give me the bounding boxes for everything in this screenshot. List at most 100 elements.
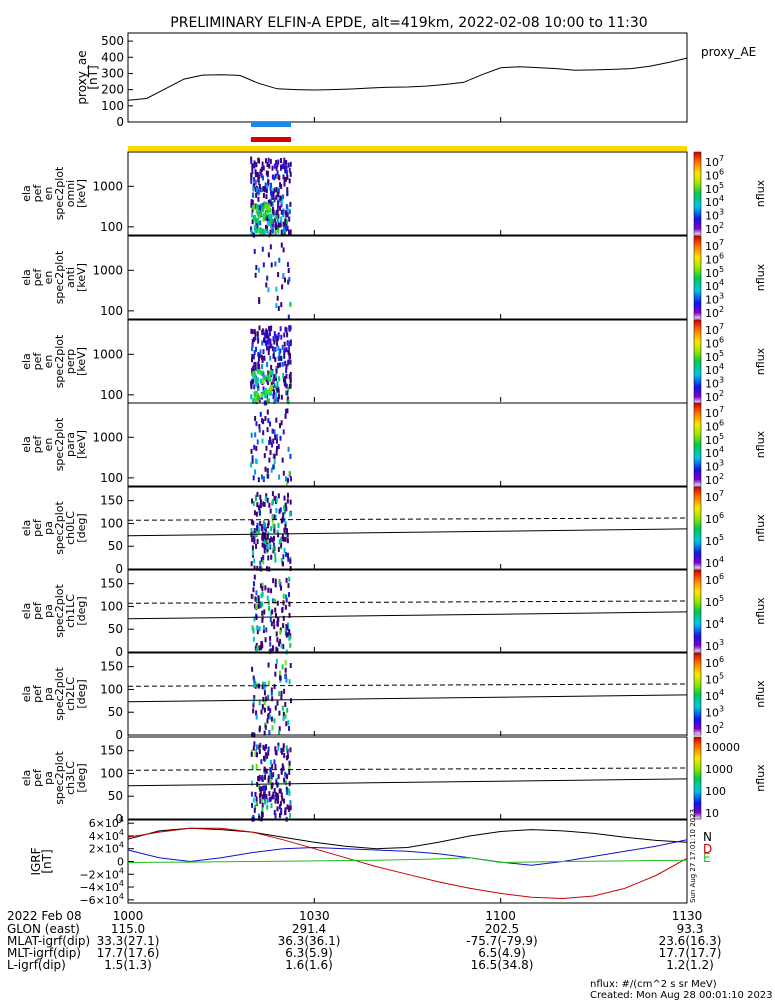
pitch-angle-pixel xyxy=(272,542,275,548)
spectrogram-pixel xyxy=(277,305,280,311)
pitch-angle-colorbar-swatch xyxy=(694,534,701,537)
pitch-angle-pixel xyxy=(265,744,268,750)
spectrogram-pixel xyxy=(264,416,267,422)
pitch-angle-pixel xyxy=(267,746,270,752)
spectrogram-colorbar-swatch xyxy=(694,359,701,362)
spectrogram-colorbar-swatch xyxy=(694,322,701,325)
pitch-angle-pixel xyxy=(274,705,277,711)
pitch-angle-pixel xyxy=(279,639,282,645)
spectrogram-colorbar-swatch xyxy=(694,463,701,466)
spectrogram-pixel xyxy=(263,355,266,361)
pitch-angle-colorbar-swatch xyxy=(694,691,701,695)
spectrogram-pixel xyxy=(287,314,290,320)
spectrogram-pixel xyxy=(262,193,265,199)
spectrogram-pixel xyxy=(287,162,290,168)
spectrogram-colorbar-swatch xyxy=(694,448,701,452)
spectrogram-pixel xyxy=(288,383,291,389)
spectrogram-pixel xyxy=(271,222,274,228)
spectrogram-pixel xyxy=(268,421,271,427)
pitch-angle-pixel xyxy=(256,522,259,528)
pitch-angle-pixel xyxy=(258,645,261,651)
anti-loss-cone-line xyxy=(127,767,688,771)
pitch-angle-colorbar-swatch xyxy=(694,606,701,610)
pitch-angle-colorbar-swatch xyxy=(694,645,701,649)
spectrogram-pixel xyxy=(277,200,280,206)
pitch-angle-pixel xyxy=(263,707,266,713)
spectrogram-pixel xyxy=(265,209,269,215)
spectrogram-colorbar-swatch xyxy=(694,195,701,199)
spectrogram-pixel xyxy=(277,159,280,165)
spectrogram-pixel xyxy=(260,474,263,480)
pitch-angle-colorbar-swatch xyxy=(694,790,701,793)
pitch-angle-pixel xyxy=(273,528,276,534)
pitch-angle-colorbar-swatch xyxy=(694,778,701,781)
pitch-angle-colorbar-swatch xyxy=(694,653,701,656)
spectrogram-colorbar-tick: 104 xyxy=(705,194,724,209)
spectrogram-pixel xyxy=(259,187,262,193)
spectrogram-pixel xyxy=(277,355,280,361)
pitch-angle-colorbar-swatch xyxy=(694,814,701,818)
pitch-angle-colorbar-swatch xyxy=(694,657,701,660)
spectrogram-pixel xyxy=(288,276,291,282)
pitch-angle-colorbar-swatch xyxy=(694,560,701,564)
pitch-angle-colorbar-swatch xyxy=(694,753,701,756)
pitch-angle-pixel xyxy=(265,768,268,774)
spectrogram-pixel xyxy=(250,159,253,165)
spectrogram-pixel xyxy=(251,200,254,206)
spectrogram-pixel xyxy=(282,226,285,232)
ephemeris-value: 1.6(1.6) xyxy=(285,958,333,972)
spectrogram-pixel xyxy=(275,376,278,382)
pitch-angle-pixel xyxy=(270,783,273,789)
pitch-angle-pixel xyxy=(274,671,277,677)
ephemeris-row-label: GLON (east) xyxy=(7,922,80,936)
spectrogram-colorbar-swatch xyxy=(694,230,701,234)
pitch-angle-pixel xyxy=(276,529,279,535)
pitch-angle-colorbar-swatch xyxy=(694,788,701,791)
pitch-angle-pixel xyxy=(277,745,280,751)
pitch-angle-colorbar-swatch xyxy=(694,542,701,545)
pitch-angle-colorbar-swatch xyxy=(694,515,701,519)
spectrogram-pixel xyxy=(266,345,269,351)
pitch-angle-colorbar-swatch xyxy=(694,765,701,769)
pitch-angle-ytick-label: 0 xyxy=(115,645,123,659)
spectrogram-colorbar-tick: 104 xyxy=(705,445,724,460)
spectrogram-pixel xyxy=(282,470,285,476)
spectrogram-colorbar-swatch xyxy=(694,232,701,236)
spectrogram-pixel xyxy=(270,382,273,388)
spectrogram-pixel xyxy=(257,213,261,219)
pitch-angle-pixel xyxy=(253,533,256,539)
loss-cone-line xyxy=(127,528,688,537)
pitch-angle-pixel xyxy=(271,763,274,769)
spectrogram-pixel xyxy=(250,448,253,454)
spectrogram-colorbar-swatch xyxy=(694,160,701,163)
spectrogram-pixel xyxy=(275,446,278,452)
spectrogram-colorbar-swatch xyxy=(694,260,701,264)
spectrogram-colorbar-swatch xyxy=(694,427,701,431)
spectrogram-pixel xyxy=(254,364,257,370)
spectrogram-pixel xyxy=(251,378,254,384)
spectrogram-pixel xyxy=(289,171,292,177)
pitch-angle-pixel xyxy=(285,721,288,727)
pitch-angle-pixel xyxy=(254,752,257,758)
spectrogram-pixel xyxy=(289,325,292,331)
spectrogram-colorbar-swatch xyxy=(694,193,701,197)
pitch-angle-colorbar-swatch xyxy=(694,600,701,604)
spectrogram-pixel xyxy=(271,165,274,171)
pitch-angle-pixel xyxy=(270,648,273,654)
pitch-angle-pixel xyxy=(253,565,256,571)
spectrogram-pixel xyxy=(251,329,254,335)
spectrogram-colorbar-swatch xyxy=(694,417,701,421)
spectrogram-pixel xyxy=(276,341,279,347)
spectrogram-pixel xyxy=(258,427,261,433)
spectrogram-pixel xyxy=(259,205,262,211)
science-zone-blue-bar xyxy=(251,122,291,127)
pitch-angle-pixel xyxy=(269,641,272,647)
pitch-angle-pixel xyxy=(250,561,253,567)
spectrogram-pixel xyxy=(259,378,263,384)
spectrogram-colorbar-swatch xyxy=(694,320,701,323)
pitch-angle-pixel xyxy=(259,560,262,566)
pitch-angle-colorbar-swatch xyxy=(694,784,701,787)
pitch-angle-pixel xyxy=(261,807,264,813)
ephemeris-value: 115.0 xyxy=(111,922,145,936)
pitch-angle-pixel xyxy=(287,583,290,589)
